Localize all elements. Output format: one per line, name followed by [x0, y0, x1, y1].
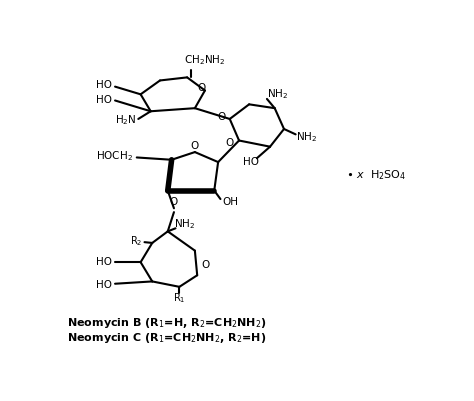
Text: HO: HO	[96, 257, 112, 267]
Text: NH$_2$: NH$_2$	[267, 87, 288, 101]
Text: HO: HO	[96, 95, 112, 105]
Text: H$_2$N: H$_2$N	[115, 113, 137, 127]
Text: HO: HO	[96, 280, 112, 290]
Text: Neomycin B (R$_1$=H, R$_2$=CH$_2$NH$_2$): Neomycin B (R$_1$=H, R$_2$=CH$_2$NH$_2$)	[67, 316, 266, 330]
Text: NH$_2$: NH$_2$	[296, 130, 317, 144]
Text: CH$_2$NH$_2$: CH$_2$NH$_2$	[184, 53, 226, 67]
Text: Neomycin C (R$_1$=CH$_2$NH$_2$, R$_2$=H): Neomycin C (R$_1$=CH$_2$NH$_2$, R$_2$=H)	[67, 332, 266, 346]
Text: HOCH$_2$: HOCH$_2$	[96, 149, 133, 163]
Text: O: O	[218, 112, 226, 122]
Text: O: O	[197, 83, 205, 93]
Text: O: O	[201, 260, 210, 270]
Text: O: O	[225, 138, 234, 148]
Text: R$_1$: R$_1$	[173, 292, 186, 305]
Text: $\bullet$ $x$  H$_2$SO$_4$: $\bullet$ $x$ H$_2$SO$_4$	[346, 168, 406, 182]
Text: OH: OH	[222, 197, 238, 207]
Text: R$_2$: R$_2$	[130, 234, 142, 247]
Text: O: O	[191, 141, 199, 151]
Text: O: O	[170, 197, 178, 207]
Text: NH$_2$: NH$_2$	[174, 217, 195, 231]
Text: HO: HO	[96, 80, 112, 90]
Text: HO: HO	[243, 157, 259, 167]
